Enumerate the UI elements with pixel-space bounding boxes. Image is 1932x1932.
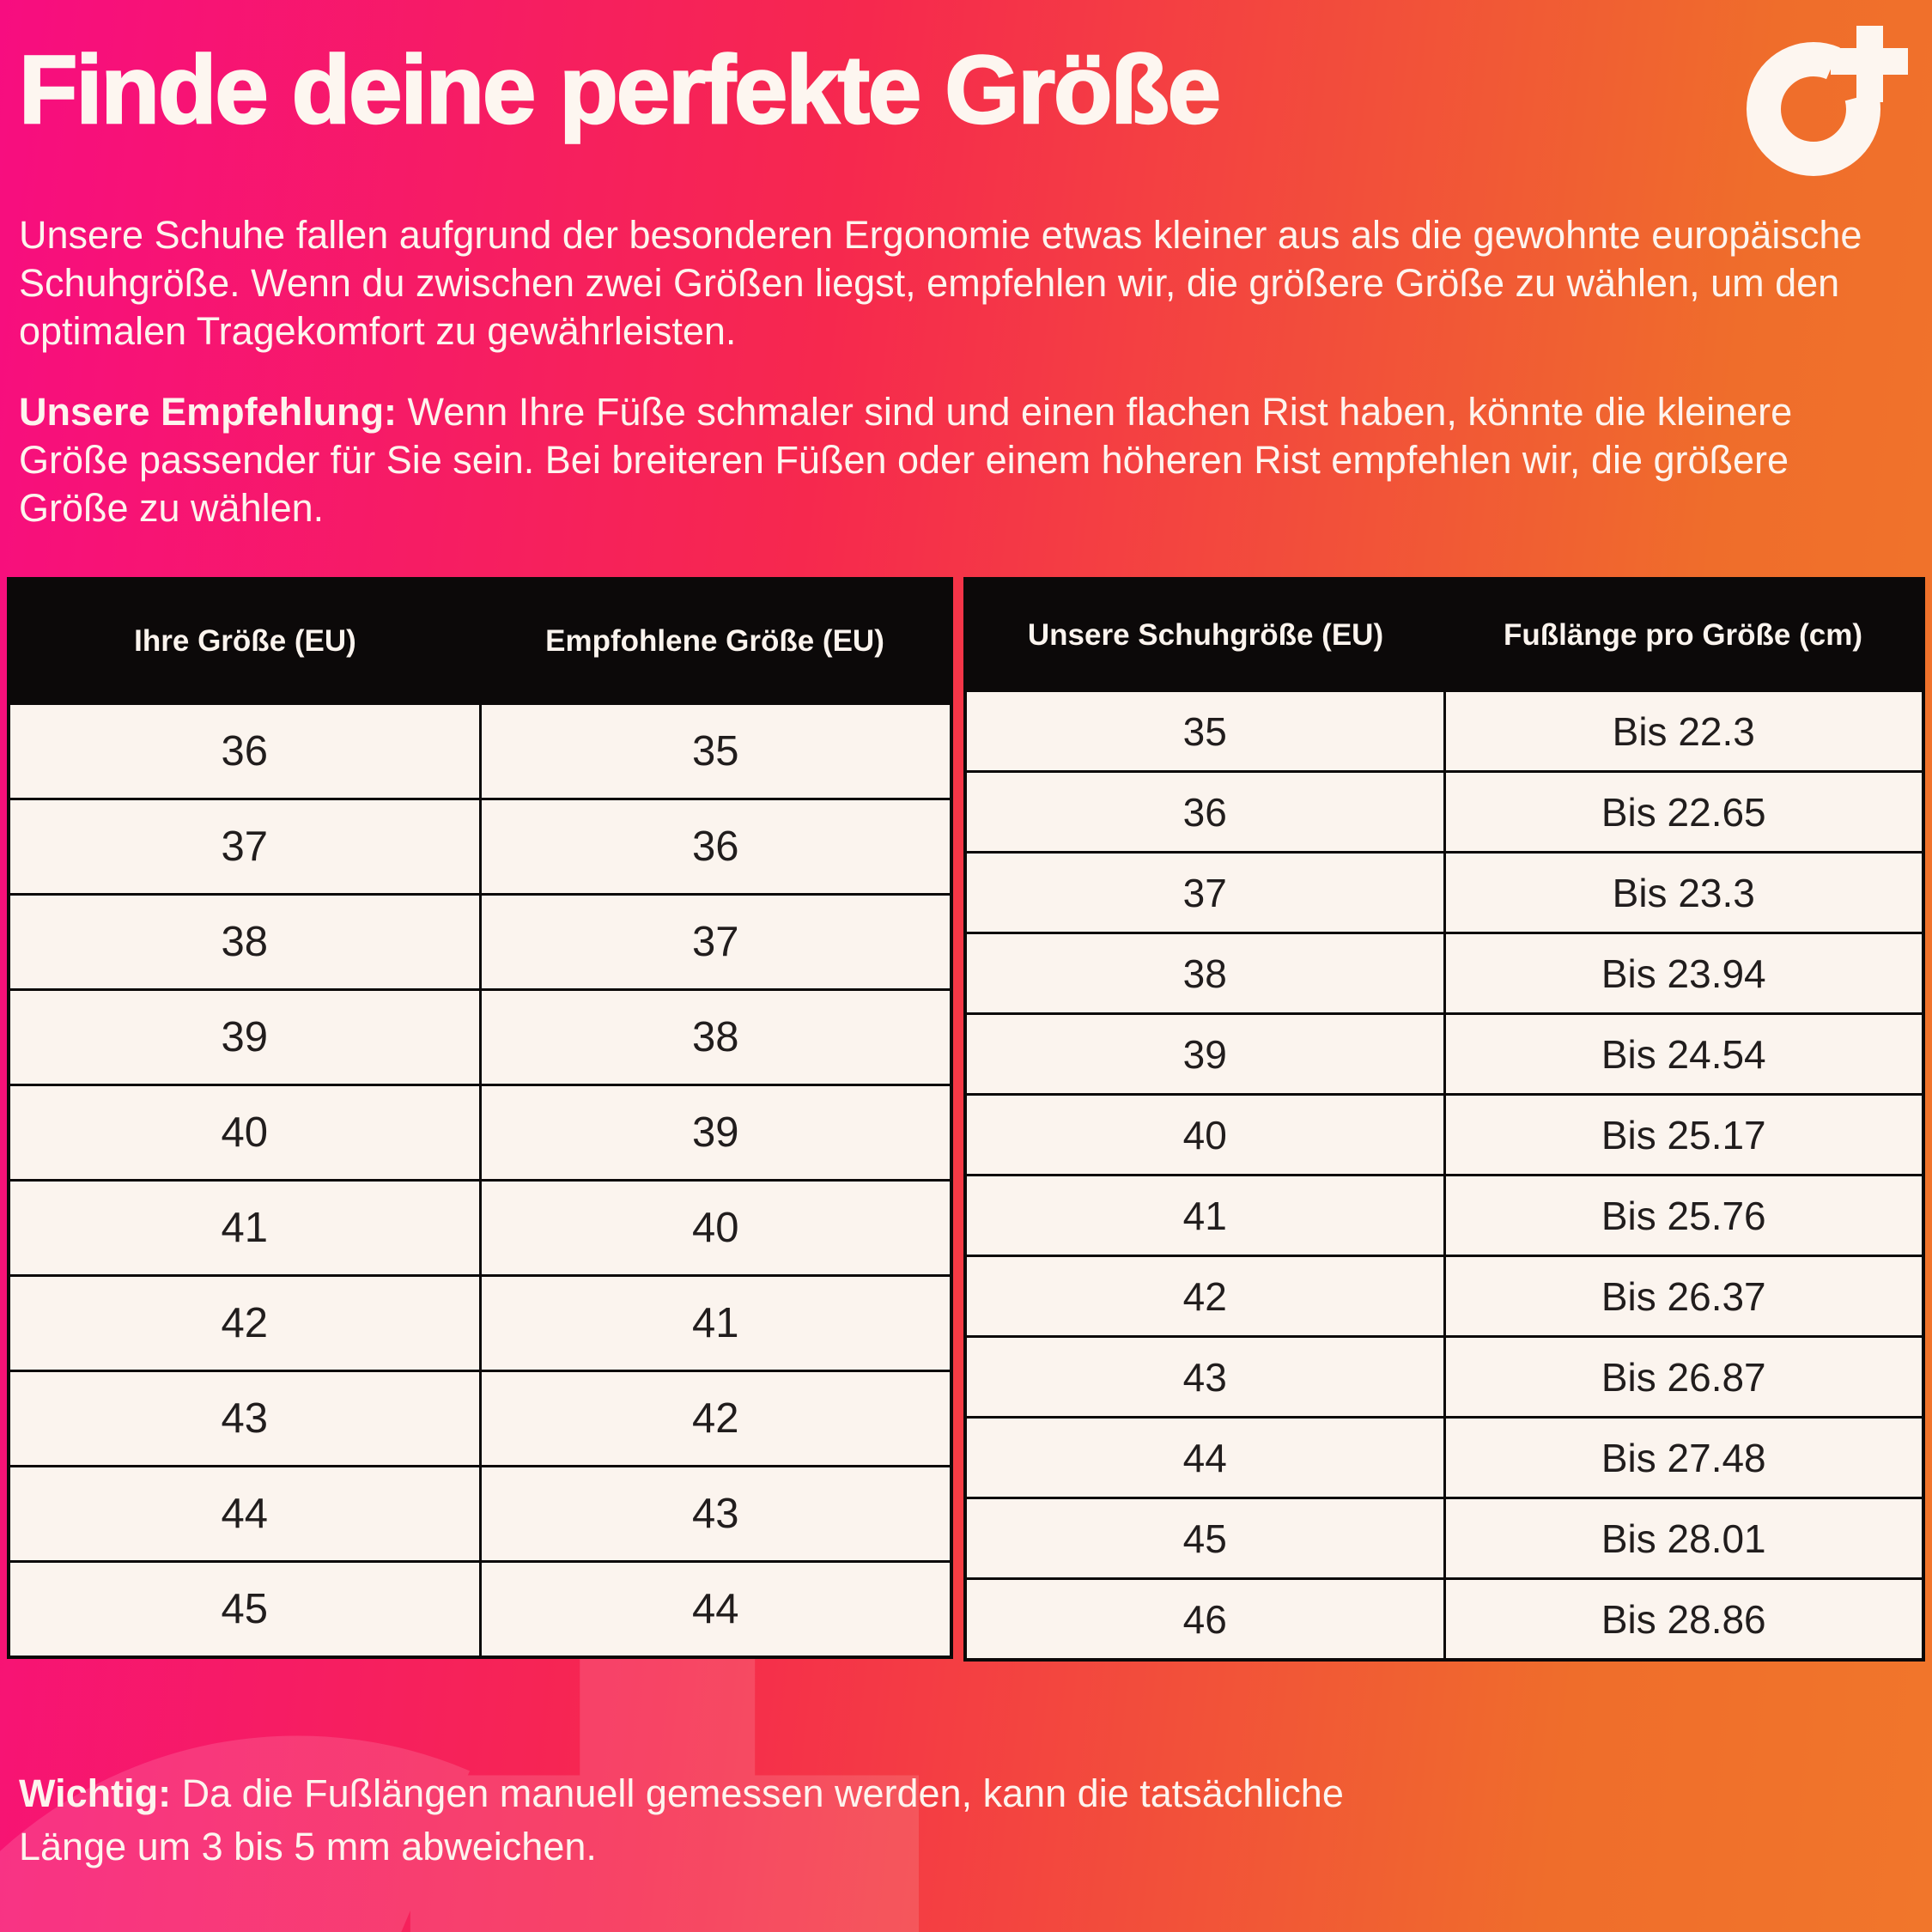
table-cell: 37 xyxy=(478,893,953,991)
table-cell: Bis 28.86 xyxy=(1443,1577,1925,1662)
table-cell: Bis 22.3 xyxy=(1443,690,1925,773)
table-cell: Bis 23.3 xyxy=(1443,851,1925,934)
table-row: 37 Bis 23.3 xyxy=(963,851,1925,934)
foot-length-table-body: 35 Bis 22.3 36 Bis 22.65 37 Bis 23.3 38 Bis 23.… xyxy=(963,690,1925,1662)
table-row: 41 40 xyxy=(7,1179,953,1277)
intro-text: Unsere Schuhe fallen aufgrund der besond… xyxy=(19,213,1862,353)
important-note-body: Da die Fußlängen manuell gemessen werden… xyxy=(19,1771,1344,1869)
column-header-recommended-size: Empfohlene Größe (EU) xyxy=(480,579,951,704)
size-conversion-table-head: Ihre Größe (EU) Empfohlene Größe (EU) xyxy=(9,579,951,704)
table-header-row: Ihre Größe (EU) Empfohlene Größe (EU) xyxy=(9,579,951,704)
table-row: 39 Bis 24.54 xyxy=(963,1012,1925,1096)
table-cell: 39 xyxy=(7,988,482,1086)
table-cell: 39 xyxy=(963,1012,1446,1096)
table-row: 36 Bis 22.65 xyxy=(963,770,1925,854)
table-row: 42 41 xyxy=(7,1274,953,1372)
table-row: 35 Bis 22.3 xyxy=(963,690,1925,773)
table-row: 36 35 xyxy=(7,702,953,800)
table-cell: Bis 28.01 xyxy=(1443,1497,1925,1580)
table-cell: 42 xyxy=(963,1255,1446,1338)
table-cell: 45 xyxy=(7,1560,482,1659)
table-cell: 37 xyxy=(963,851,1446,934)
column-header-foot-length: Fußlänge pro Größe (cm) xyxy=(1444,579,1923,691)
column-header-our-shoe-size: Unsere Schuhgröße (EU) xyxy=(965,579,1444,691)
table-row: 42 Bis 26.37 xyxy=(963,1255,1925,1338)
table-cell: Bis 27.48 xyxy=(1443,1416,1925,1499)
table-row: 40 39 xyxy=(7,1084,953,1182)
table-cell: Bis 25.76 xyxy=(1443,1174,1925,1257)
table-cell: 40 xyxy=(7,1084,482,1182)
table-cell: Bis 25.17 xyxy=(1443,1093,1925,1176)
table-cell: Bis 23.94 xyxy=(1443,932,1925,1015)
table-cell: 41 xyxy=(963,1174,1446,1257)
table-cell: 46 xyxy=(963,1577,1446,1662)
table-row: 44 43 xyxy=(7,1465,953,1563)
important-note-label: Wichtig: xyxy=(19,1771,172,1815)
circle-plus-logo-icon xyxy=(1747,26,1908,176)
table-row: 43 42 xyxy=(7,1370,953,1467)
table-cell: Bis 24.54 xyxy=(1443,1012,1925,1096)
table-cell: 42 xyxy=(7,1274,482,1372)
table-row: 44 Bis 27.48 xyxy=(963,1416,1925,1499)
table-cell: 44 xyxy=(7,1465,482,1563)
column-header-your-size: Ihre Größe (EU) xyxy=(9,579,480,704)
table-cell: Bis 26.37 xyxy=(1443,1255,1925,1338)
table-cell: 36 xyxy=(7,702,482,800)
table-cell: 44 xyxy=(963,1416,1446,1499)
table-cell: 43 xyxy=(478,1465,953,1563)
foot-length-table: Unsere Schuhgröße (EU) Fußlänge pro Größ… xyxy=(963,577,1925,1662)
recommendation-text: Unsere Empfehlung: Wenn Ihre Füße schmal… xyxy=(19,388,1891,532)
important-note: Wichtig: Da die Fußlängen manuell gemess… xyxy=(19,1767,1461,1874)
table-cell: 45 xyxy=(963,1497,1446,1580)
recommendation-body: Wenn Ihre Füße schmaler sind und einen f… xyxy=(19,390,1793,530)
table-cell: Bis 22.65 xyxy=(1443,770,1925,854)
table-row: 46 Bis 28.86 xyxy=(963,1577,1925,1662)
table-row: 40 Bis 25.17 xyxy=(963,1093,1925,1176)
table-cell: 40 xyxy=(963,1093,1446,1176)
table-row: 38 Bis 23.94 xyxy=(963,932,1925,1015)
table-cell: 44 xyxy=(478,1560,953,1659)
table-row: 39 38 xyxy=(7,988,953,1086)
table-cell: 37 xyxy=(7,798,482,896)
table-header-row: Unsere Schuhgröße (EU) Fußlänge pro Größ… xyxy=(965,579,1923,691)
table-cell: Bis 26.87 xyxy=(1443,1335,1925,1419)
table-cell: 35 xyxy=(478,702,953,800)
table-cell: 38 xyxy=(963,932,1446,1015)
table-cell: 43 xyxy=(7,1370,482,1467)
table-row: 45 Bis 28.01 xyxy=(963,1497,1925,1580)
table-cell: 41 xyxy=(7,1179,482,1277)
table-cell: 38 xyxy=(7,893,482,991)
table-cell: 43 xyxy=(963,1335,1446,1419)
size-conversion-table-body: 36 35 37 36 38 37 39 38 40 39 41 40 42 41 43 42 44 43 45 44 xyxy=(7,702,953,1659)
table-cell: 36 xyxy=(478,798,953,896)
table-cell: 39 xyxy=(478,1084,953,1182)
table-cell: 42 xyxy=(478,1370,953,1467)
table-row: 45 44 xyxy=(7,1560,953,1659)
table-row: 43 Bis 26.87 xyxy=(963,1335,1925,1419)
table-row: 37 36 xyxy=(7,798,953,896)
page-title: Finde deine perfekte Größe xyxy=(18,35,1223,145)
recommendation-label: Unsere Empfehlung: xyxy=(19,390,398,434)
table-cell: 41 xyxy=(478,1274,953,1372)
size-conversion-table: Ihre Größe (EU) Empfohlene Größe (EU) 36… xyxy=(7,577,953,1659)
table-cell: 36 xyxy=(963,770,1446,854)
foot-length-table-head: Unsere Schuhgröße (EU) Fußlänge pro Größ… xyxy=(965,579,1923,691)
table-cell: 38 xyxy=(478,988,953,1086)
table-row: 38 37 xyxy=(7,893,953,991)
table-row: 41 Bis 25.76 xyxy=(963,1174,1925,1257)
table-cell: 35 xyxy=(963,690,1446,773)
table-cell: 40 xyxy=(478,1179,953,1277)
